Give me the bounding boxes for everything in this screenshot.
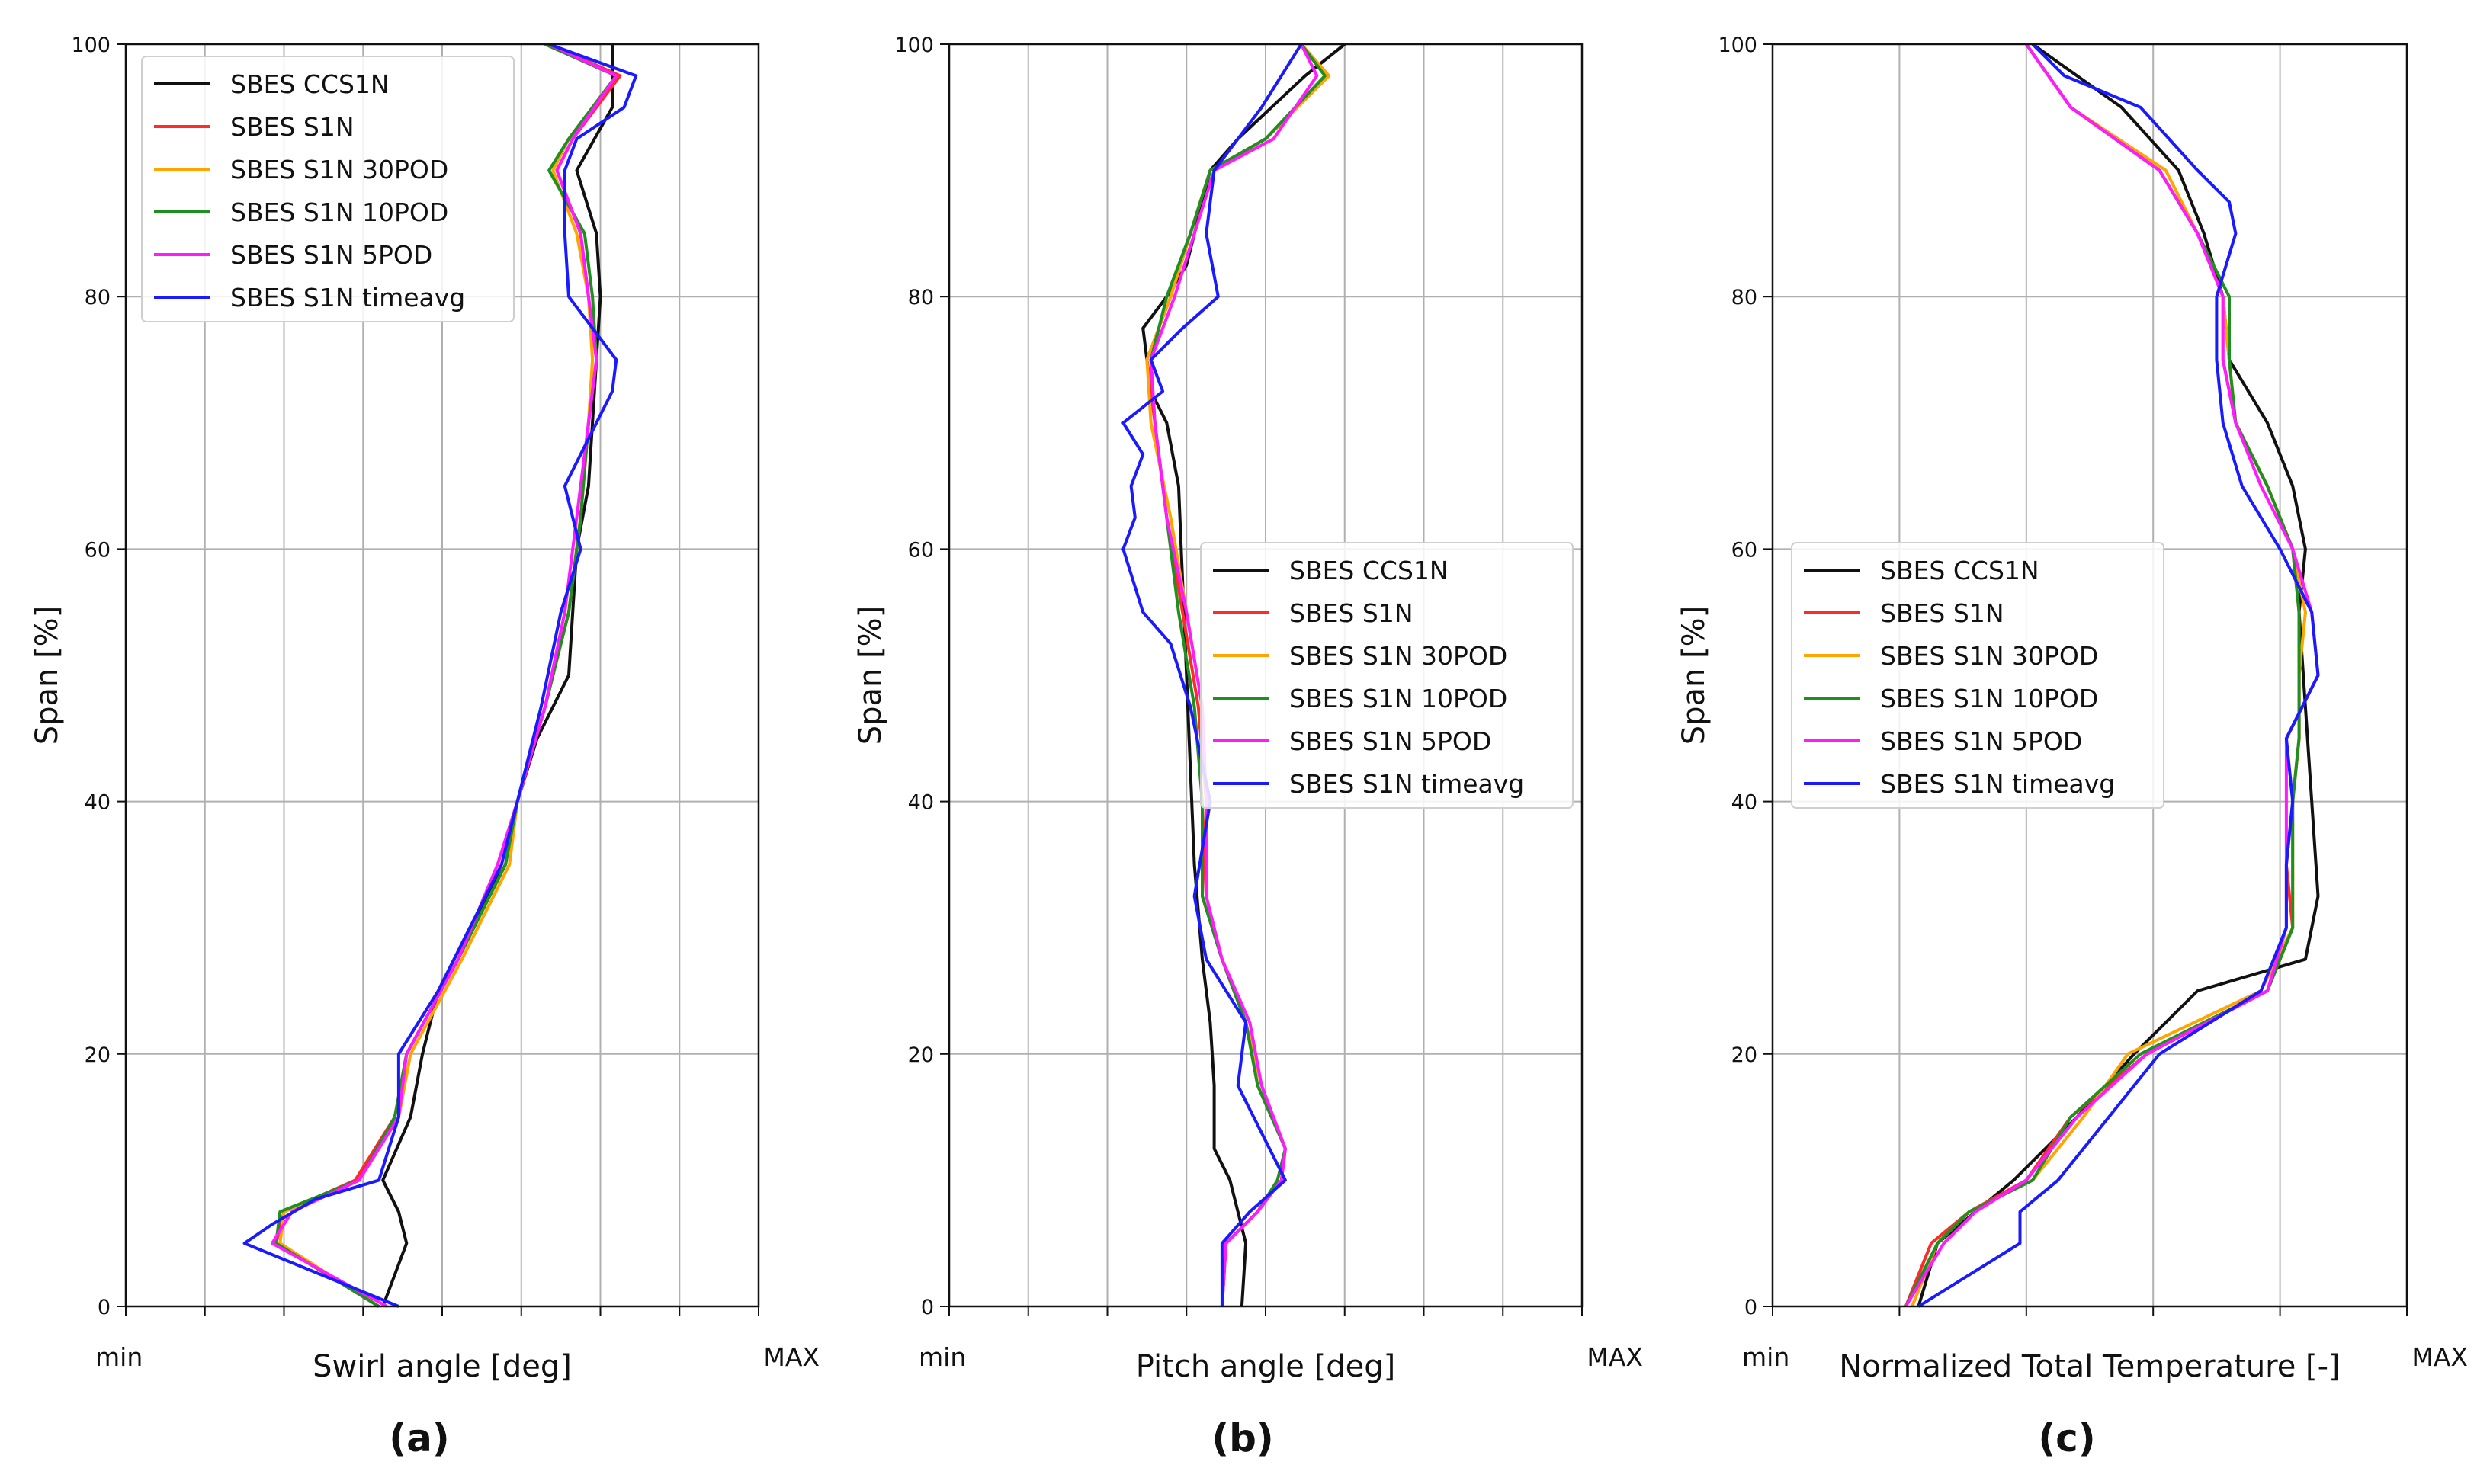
- x-min-label: min: [1742, 1342, 1789, 1372]
- legend-box: [1200, 542, 1574, 809]
- legend-label: SBES S1N 30POD: [230, 155, 448, 184]
- legend-label: SBES S1N 30POD: [1880, 641, 2098, 671]
- chart-panel-1: 0 20 40 60 80 100 SBES CCS1N SBES S1N SBES S1N 3…: [30, 34, 820, 1460]
- x-max-label: MAX: [763, 1342, 820, 1372]
- axes-frame: [124, 43, 760, 1308]
- legend-label: SBES S1N timeavg: [230, 283, 465, 313]
- legend-label: SBES S1N 30POD: [1289, 641, 1507, 671]
- y-tick-label: 0: [921, 1296, 934, 1319]
- y-tick-label: 40: [85, 791, 111, 815]
- y-tick-label: 80: [85, 286, 111, 309]
- y-tick-label: 80: [908, 286, 934, 309]
- chart-panel-3: 0 20 40 60 80 100 SBES CCS1N SBES S1N SBES S1N 3…: [1677, 34, 2468, 1460]
- x-min-label: min: [919, 1342, 966, 1372]
- series-line-sbes-s1n-timeavg: [1121, 43, 1303, 1306]
- x-axis-label: Normalized Total Temperature [-]: [1839, 1349, 2340, 1384]
- y-tick-label: 60: [85, 538, 111, 562]
- legend-label: SBES CCS1N: [1289, 556, 1449, 585]
- y-axis-label: Span [%]: [30, 606, 65, 745]
- legend-label: SBES S1N 5POD: [1289, 726, 1491, 756]
- y-tick-label: 0: [1744, 1296, 1757, 1319]
- y-tick-label: 60: [908, 538, 934, 562]
- legend-label: SBES S1N: [1289, 598, 1413, 628]
- x-max-label: MAX: [1587, 1342, 1643, 1372]
- legend-label: SBES CCS1N: [230, 69, 390, 99]
- panel-label: (c): [2038, 1416, 2095, 1460]
- y-tick-label: 40: [908, 791, 934, 815]
- legend-label: SBES CCS1N: [1880, 556, 2039, 585]
- panel-label: (b): [1211, 1416, 1274, 1460]
- x-min-label: min: [95, 1342, 143, 1372]
- legend-label: SBES S1N 5POD: [1880, 726, 2082, 756]
- panel-label: (a): [389, 1416, 449, 1460]
- legend-box: [1791, 542, 2164, 809]
- y-tick-label: 0: [98, 1296, 111, 1319]
- legend-label: SBES S1N: [1880, 598, 2004, 628]
- chart-panel-2: 0 20 40 60 80 100 SBES CCS1N SBES S1N SBES S1N 3…: [853, 34, 1643, 1460]
- legend: SBES CCS1N SBES S1N SBES S1N 30POD SBES S1N…: [1200, 542, 1574, 809]
- x-axis-label: Swirl angle [deg]: [313, 1349, 572, 1384]
- y-tick-label: 40: [1731, 791, 1757, 815]
- legend-label: SBES S1N 5POD: [230, 240, 432, 270]
- series-line-sbes-s1n-5pod: [270, 43, 618, 1308]
- axes-frame: [1771, 43, 2408, 1308]
- legend-box: [141, 56, 515, 322]
- y-tick-label: 80: [1731, 286, 1757, 309]
- series-line-sbes-ccs1n: [381, 44, 614, 1307]
- legend-label: SBES S1N timeavg: [1289, 769, 1524, 799]
- series-line-sbes-s1n-timeavg: [242, 43, 638, 1308]
- legend-label: SBES S1N timeavg: [1880, 769, 2115, 799]
- y-tick-label: 20: [85, 1043, 111, 1067]
- y-axis-label: Span [%]: [853, 606, 888, 745]
- y-tick-label: 20: [1731, 1043, 1757, 1067]
- axes-frame: [948, 43, 1584, 1308]
- y-tick-label: 60: [1731, 538, 1757, 562]
- y-tick-label: 100: [894, 34, 934, 57]
- legend-label: SBES S1N: [230, 112, 355, 142]
- legend-label: SBES S1N 10POD: [1289, 684, 1507, 713]
- legend-label: SBES S1N 10POD: [1880, 684, 2098, 713]
- series-line-sbes-s1n-timeavg: [1917, 43, 2320, 1308]
- y-tick-label: 100: [71, 34, 111, 57]
- legend: SBES CCS1N SBES S1N SBES S1N 30POD SBES S1N…: [141, 56, 515, 322]
- legend-label: SBES S1N 10POD: [230, 197, 448, 227]
- series-line-sbes-ccs1n: [1917, 43, 2320, 1307]
- legend: SBES CCS1N SBES S1N SBES S1N 30POD SBES S1N…: [1791, 542, 2164, 809]
- y-axis-label: Span [%]: [1677, 606, 1712, 745]
- x-axis-label: Pitch angle [deg]: [1136, 1349, 1395, 1384]
- x-max-label: MAX: [2411, 1342, 2468, 1372]
- y-tick-label: 100: [1718, 34, 1757, 57]
- y-tick-label: 20: [908, 1043, 934, 1067]
